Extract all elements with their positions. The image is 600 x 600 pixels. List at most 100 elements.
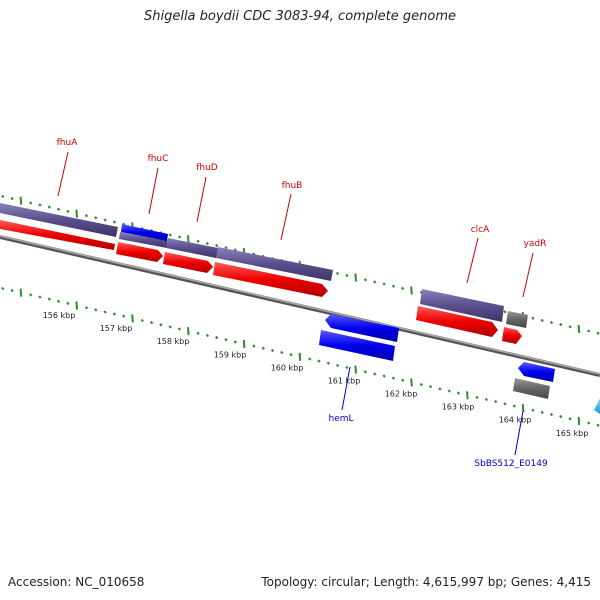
- scale-label: 165 kbp: [556, 429, 589, 438]
- accession-text: Accession: NC_010658: [8, 575, 145, 589]
- upper-major-tick: [75, 209, 78, 218]
- scale-minor-tick: [401, 378, 405, 382]
- scale-major-tick: [298, 352, 302, 361]
- scale-minor-tick: [475, 395, 479, 400]
- upper-minor-tick: [215, 243, 219, 248]
- leader-clcA: [466, 237, 479, 284]
- scale-minor-tick: [317, 359, 321, 363]
- scale-minor-tick: [159, 323, 163, 327]
- scale-label: 163 kbp: [442, 403, 475, 412]
- scale-major-tick: [577, 416, 581, 425]
- scale-minor-tick: [94, 308, 98, 312]
- cds-arrow-fhuA: [0, 220, 115, 250]
- cds-arrow-fhuC: [116, 242, 163, 262]
- topology-text: Topology: circular; Length: 4,615,997 bp…: [261, 575, 591, 589]
- scale-minor-tick: [270, 348, 275, 353]
- scale-minor-tick: [438, 387, 442, 391]
- gene-bar-fhuC-blue: [121, 224, 168, 241]
- scale-minor-tick: [335, 363, 340, 368]
- scale-label: 162 kbp: [385, 390, 418, 399]
- scale-minor-tick: [47, 297, 51, 301]
- map-title: Shigella boydii CDC 3083-94, complete ge…: [143, 9, 457, 24]
- upper-major-tick: [19, 196, 23, 205]
- scale-labels: 156 kbp 157 kbp 158 kbp 159 kbp 160 kbp 161 k…: [43, 311, 589, 438]
- scale-label: 159 kbp: [214, 350, 247, 359]
- scale-minor-tick: [428, 385, 433, 389]
- scale-major-tick: [19, 288, 23, 297]
- upper-minor-tick: [168, 233, 172, 237]
- upper-minor-tick: [38, 203, 42, 207]
- cds-arrow-SbBS512_E0149: [513, 378, 550, 399]
- scale-major-tick: [242, 339, 246, 349]
- upper-minor-tick: [559, 322, 563, 327]
- scale-minor-tick: [280, 350, 284, 355]
- gene-track-outer: [0, 203, 528, 328]
- scale-minor-tick: [326, 361, 330, 365]
- scale-minor-tick: [494, 400, 498, 404]
- scale-minor-tick: [196, 331, 200, 335]
- scale-minor-tick: [66, 301, 70, 306]
- upper-minor-tick: [1, 194, 5, 199]
- leader-fhuC: [148, 167, 159, 215]
- scale-minor-tick: [205, 333, 210, 338]
- gene-label-hemL: hemL: [328, 414, 353, 424]
- scale-minor-tick: [261, 346, 265, 350]
- scale-minor-tick: [531, 408, 535, 412]
- scale-minor-tick: [1, 286, 5, 291]
- upper-minor-tick: [401, 286, 405, 290]
- scale-major-tick: [521, 404, 525, 413]
- scale-minor-tick: [540, 410, 544, 415]
- upper-minor-tick: [373, 280, 377, 284]
- upper-minor-tick: [531, 316, 535, 320]
- scale-minor-tick: [503, 402, 507, 406]
- scale-minor-tick: [149, 320, 154, 325]
- upper-minor-tick: [84, 214, 89, 218]
- leader-fhuB: [280, 193, 292, 241]
- scale-label: 157 kbp: [100, 324, 133, 333]
- scale-minor-tick: [512, 404, 516, 408]
- gene-label-clcA: clcA: [471, 225, 490, 235]
- cds-arrow-fhuB: [213, 262, 328, 297]
- upper-minor-tick: [103, 218, 107, 222]
- scale-label: 160 kbp: [271, 363, 304, 372]
- scale-minor-tick: [29, 293, 33, 297]
- leader-fhuA: [57, 151, 69, 197]
- gene-label-fhuB: fhuB: [282, 181, 303, 191]
- cds-arrow-yadR: [502, 327, 522, 344]
- leader-yadR: [522, 252, 534, 298]
- upper-minor-tick: [382, 282, 386, 286]
- scale-minor-tick: [419, 382, 423, 387]
- gene-bar-yadR-track: [506, 311, 528, 328]
- scale-minor-tick: [391, 376, 396, 380]
- scale-minor-tick: [596, 423, 600, 427]
- cds-arrow-SbBS512_E0149-blue: [518, 362, 555, 382]
- upper-minor-tick: [47, 205, 51, 209]
- gene-bar-clcA-track: [420, 289, 504, 322]
- scale-minor-tick: [233, 340, 237, 344]
- backbone: [0, 235, 600, 377]
- gene-label-SbBS512_E0149: SbBS512_E0149: [474, 459, 548, 469]
- scale-label: 164 kbp: [499, 416, 532, 425]
- scale-minor-tick: [373, 372, 377, 376]
- leader-SbBS512_E0149: [514, 410, 524, 456]
- cds-track-forward: [0, 220, 522, 344]
- scale-minor-tick: [10, 288, 14, 293]
- scale-minor-tick: [122, 314, 126, 318]
- scale-minor-tick: [587, 421, 591, 425]
- cds-arrow-edge-cyan: [594, 398, 600, 414]
- upper-major-tick: [187, 235, 190, 244]
- scale-major-tick: [410, 378, 413, 387]
- upper-minor-tick: [587, 329, 591, 333]
- cds-arrow-hemL-upper: [325, 314, 399, 342]
- upper-minor-tick: [196, 239, 200, 243]
- scale-label: 161 kbp: [328, 377, 361, 386]
- scale-minor-tick: [168, 325, 172, 329]
- scale-minor-tick: [289, 353, 293, 357]
- scale-minor-tick: [382, 374, 386, 378]
- gene-label-yadR: yadR: [524, 239, 547, 249]
- gene-bar-fhuD-track: [166, 238, 218, 258]
- upper-minor-tick: [10, 196, 14, 201]
- gene-label-fhuA: fhuA: [57, 138, 79, 148]
- gene-label-fhuD: fhuD: [196, 163, 218, 173]
